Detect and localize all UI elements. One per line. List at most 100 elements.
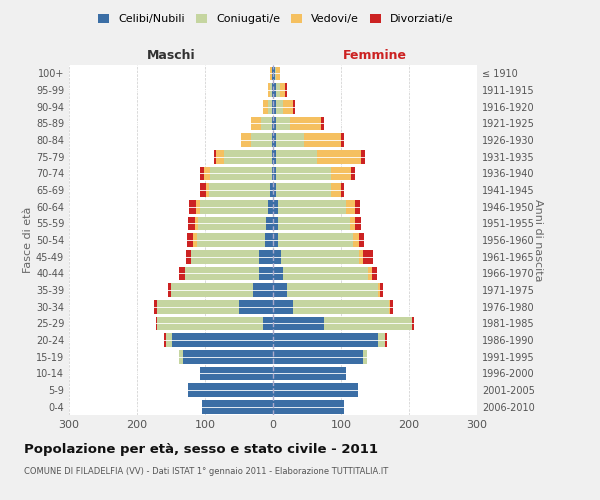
Bar [273,133,277,147]
Bar [273,200,278,213]
Bar [198,216,266,230]
Bar [164,333,166,347]
Bar [265,233,273,247]
Bar [293,100,295,114]
Bar [187,233,193,247]
Bar [270,83,272,97]
Bar [206,183,209,197]
Bar [239,300,273,314]
Bar [268,200,273,213]
Text: Maschi: Maschi [146,48,196,62]
Bar [186,250,191,264]
Bar [278,216,350,230]
Bar [277,166,331,180]
Bar [203,166,211,180]
Bar [346,200,355,213]
Bar [224,150,272,164]
Bar [273,366,346,380]
Bar [268,100,272,114]
Bar [278,200,346,213]
Bar [197,233,265,247]
Bar [251,116,262,130]
Bar [188,383,273,397]
Bar [277,66,280,80]
Bar [273,166,277,180]
Bar [379,333,385,347]
Bar [272,83,273,97]
Bar [389,300,390,314]
Bar [277,100,283,114]
Bar [179,350,182,364]
Bar [196,200,200,213]
Bar [195,216,198,230]
Bar [341,133,344,147]
Bar [241,133,251,147]
Text: Popolazione per età, sesso e stato civile - 2011: Popolazione per età, sesso e stato civil… [24,442,378,456]
Bar [277,116,290,130]
Bar [200,166,203,180]
Bar [193,233,197,247]
Bar [273,183,277,197]
Bar [273,116,277,130]
Bar [368,266,371,280]
Bar [216,150,224,164]
Bar [273,250,281,264]
Bar [273,66,275,80]
Bar [355,216,361,230]
Bar [379,283,380,297]
Bar [317,150,361,164]
Bar [251,133,272,147]
Bar [361,150,365,164]
Bar [268,83,270,97]
Bar [390,300,394,314]
Bar [275,66,277,80]
Bar [273,300,293,314]
Bar [273,233,278,247]
Bar [259,250,273,264]
Bar [188,216,195,230]
Bar [253,283,273,297]
Bar [287,283,379,297]
Bar [272,116,273,130]
Bar [202,400,273,413]
Bar [293,300,389,314]
Bar [355,200,360,213]
Bar [272,66,273,80]
Bar [273,100,277,114]
Bar [273,333,379,347]
Bar [157,316,263,330]
Bar [266,216,273,230]
Bar [324,316,412,330]
Bar [341,183,344,197]
Bar [351,166,355,180]
Bar [273,283,287,297]
Bar [371,266,377,280]
Bar [211,166,272,180]
Bar [353,233,359,247]
Bar [277,133,304,147]
Bar [273,400,344,413]
Bar [200,183,206,197]
Bar [166,333,172,347]
Bar [272,100,273,114]
Text: COMUNE DI FILADELFIA (VV) - Dati ISTAT 1° gennaio 2011 - Elaborazione TUTTITALIA: COMUNE DI FILADELFIA (VV) - Dati ISTAT 1… [24,468,388,476]
Bar [380,283,383,297]
Bar [259,266,273,280]
Bar [263,316,273,330]
Bar [359,250,363,264]
Y-axis label: Fasce di età: Fasce di età [23,207,33,273]
Bar [283,266,368,280]
Bar [154,300,157,314]
Bar [273,383,358,397]
Bar [320,116,324,130]
Bar [278,233,353,247]
Bar [285,83,287,97]
Bar [182,350,273,364]
Bar [283,100,293,114]
Bar [350,216,355,230]
Bar [209,183,270,197]
Bar [273,266,283,280]
Bar [270,66,272,80]
Bar [156,316,157,330]
Bar [290,116,320,130]
